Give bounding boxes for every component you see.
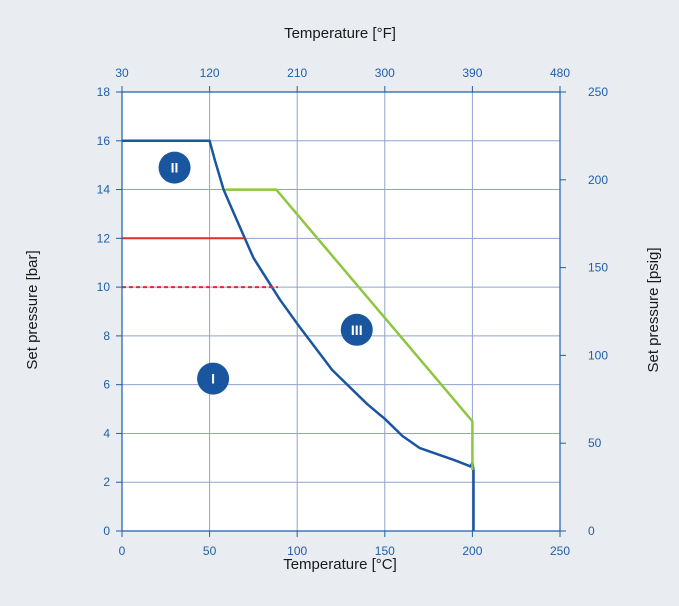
y-left-tick-label: 16 <box>97 134 111 148</box>
y-right-tick-label: 100 <box>588 348 608 362</box>
y-left-tick-label: 2 <box>103 475 110 489</box>
series-line-1 <box>122 139 475 531</box>
x-top-tick-label: 300 <box>375 66 395 80</box>
y-right-axis-title: Set pressure [psig] <box>645 247 662 372</box>
x-bottom-tick-label: 200 <box>462 544 482 558</box>
axes <box>116 86 566 537</box>
y-left-tick-label: 18 <box>97 85 111 99</box>
x-bottom-axis-title: Temperature [°C] <box>283 556 397 573</box>
series-line-2 <box>225 188 474 470</box>
x-bottom-tick-label: 50 <box>203 544 217 558</box>
y-right-tick-label: 200 <box>588 173 608 187</box>
y-right-tick-label: 150 <box>588 261 608 275</box>
region-badge-label: II <box>171 160 179 176</box>
y-left-tick-label: 6 <box>103 378 110 392</box>
region-badge <box>340 313 373 346</box>
y-right-tick-label: 50 <box>588 436 602 450</box>
x-top-tick-label: 210 <box>287 66 307 80</box>
x-top-tick-label: 30 <box>115 66 129 80</box>
y-left-axis-title: Set pressure [bar] <box>24 250 41 369</box>
x-top-axis-title: Temperature [°F] <box>284 25 396 42</box>
y-left-tick-label: 0 <box>103 524 110 538</box>
y-left-tick-label: 4 <box>103 426 110 440</box>
plot-area <box>122 92 560 531</box>
x-top-tick-label: 120 <box>200 66 220 80</box>
y-left-tick-label: 10 <box>97 280 111 294</box>
region-badge <box>158 151 191 184</box>
y-left-tick-label: 12 <box>97 231 111 245</box>
region-badge-label: III <box>351 322 363 338</box>
x-bottom-tick-label: 0 <box>119 544 126 558</box>
y-right-tick-label: 250 <box>588 85 608 99</box>
x-bottom-tick-label: 250 <box>550 544 570 558</box>
x-top-tick-label: 390 <box>462 66 482 80</box>
x-bottom-tick-label: 150 <box>375 544 395 558</box>
y-left-tick-label: 8 <box>103 329 110 343</box>
region-badge <box>197 362 230 395</box>
y-left-tick-label: 14 <box>97 183 111 197</box>
y-right-tick-label: 0 <box>588 524 595 538</box>
series-layer <box>122 139 475 531</box>
x-top-tick-label: 480 <box>550 66 570 80</box>
region-badge-label: I <box>211 371 215 387</box>
x-bottom-tick-label: 100 <box>287 544 307 558</box>
